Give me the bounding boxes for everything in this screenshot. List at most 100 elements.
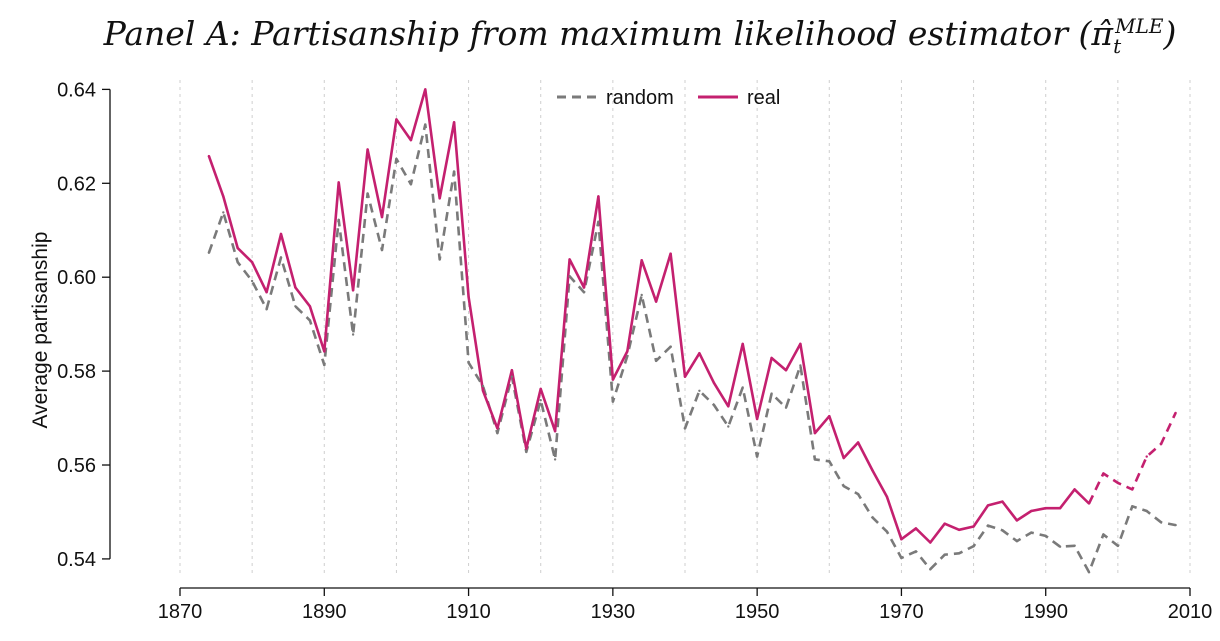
data-point-real: [1073, 488, 1076, 491]
data-point-random: [597, 220, 600, 223]
data-point-real: [770, 356, 773, 360]
data-point-real: [222, 195, 225, 198]
data-point-random: [1087, 570, 1091, 574]
data-point-random: [755, 455, 759, 458]
data-point-real: [698, 352, 701, 355]
data-point-real: [452, 121, 456, 124]
data-point-random: [900, 556, 903, 560]
legend-label-random: random: [606, 87, 674, 109]
data-point-real: [885, 495, 889, 499]
chart-title: Panel A: Partisanship from maximum likel…: [103, 14, 1177, 58]
data-point-random: [308, 319, 312, 322]
data-point-random: [452, 170, 456, 173]
data-point-real: [914, 527, 918, 530]
data-point-random: [236, 261, 239, 264]
data-point-real: [828, 415, 831, 418]
data-point-real: [279, 232, 283, 236]
data-point-real: [640, 259, 643, 262]
data-point-random: [1174, 523, 1177, 527]
data-point-real: [654, 300, 658, 303]
data-point-random: [957, 552, 961, 555]
y-tick-label: 0.64: [57, 79, 96, 101]
data-point-random: [1073, 544, 1076, 547]
data-point-real: [842, 456, 845, 460]
data-point-real: [250, 261, 254, 264]
data-point-random: [438, 258, 441, 261]
y-tick-label: 0.54: [57, 549, 96, 571]
data-point-random: [582, 291, 586, 294]
y-tick-label: 0.56: [57, 455, 96, 477]
data-point-real: [784, 369, 788, 372]
data-point-real: [438, 197, 441, 200]
data-point-random: [207, 251, 211, 254]
data-point-random: [568, 275, 571, 278]
data-point-random: [929, 568, 932, 571]
data-point-random: [1030, 531, 1033, 534]
data-point-random: [712, 403, 716, 407]
data-point-random: [871, 516, 874, 519]
data-point-real: [943, 522, 946, 525]
data-point-real: [900, 538, 903, 541]
data-point-random: [856, 492, 860, 496]
data-point-real: [626, 350, 629, 353]
chart-title-subscript: t: [1113, 34, 1122, 58]
data-point-real: [1131, 488, 1134, 491]
data-point-real: [496, 427, 499, 430]
data-point-random: [409, 183, 413, 186]
data-point-real: [395, 118, 398, 121]
x-tick-label: 1950: [735, 601, 780, 623]
chart-title-close: ): [1163, 14, 1177, 53]
data-point-real: [957, 528, 961, 531]
x-tick-label: 1890: [302, 601, 347, 623]
data-point-real: [539, 387, 542, 391]
data-point-random: [539, 399, 542, 402]
chart-title-symbol: π̂: [1090, 14, 1114, 53]
data-point-real: [380, 215, 384, 219]
data-point-real: [582, 286, 586, 289]
data-point-real: [741, 342, 744, 346]
data-point-random: [1015, 539, 1019, 543]
data-point-random: [1102, 533, 1105, 536]
data-point-real: [308, 305, 312, 308]
data-point-real: [1015, 519, 1019, 522]
data-point-random: [395, 157, 398, 161]
data-point-real: [929, 541, 932, 544]
data-point-random: [784, 406, 788, 409]
y-axis-ticks: 0.54 0.56 0.58 0.60 0.62 0.64: [57, 79, 110, 571]
data-point-real: [597, 195, 600, 198]
data-point-real: [712, 381, 716, 384]
data-point-random: [669, 345, 672, 348]
data-point-random: [323, 363, 326, 367]
vertical-gridlines: [179, 80, 1191, 573]
data-point-real: [871, 469, 874, 472]
data-point-random: [1116, 544, 1120, 547]
data-point-random: [525, 450, 528, 454]
data-point-random: [380, 248, 384, 252]
x-tick-label: 1910: [446, 601, 491, 623]
data-point-real: [1044, 507, 1047, 510]
data-point-random: [727, 425, 730, 428]
data-point-random: [1044, 534, 1047, 538]
x-tick-label: 1970: [879, 601, 924, 623]
data-point-real: [366, 148, 369, 151]
data-point-real: [265, 291, 268, 294]
data-point-real: [669, 252, 672, 255]
data-point-real: [525, 447, 528, 450]
data-point-random: [496, 431, 499, 435]
data-point-real: [1087, 502, 1091, 505]
data-point-random: [914, 550, 918, 553]
data-point-real: [611, 378, 615, 381]
x-tick-label: 1870: [158, 601, 203, 623]
data-point-random: [770, 392, 773, 395]
data-point-random: [986, 524, 990, 527]
data-point-real: [409, 138, 413, 142]
x-tick-label: 2010: [1168, 601, 1213, 623]
data-point-random: [885, 530, 889, 533]
y-axis-label: Average partisanship: [29, 232, 52, 429]
data-point-random: [813, 458, 817, 461]
y-tick-label: 0.62: [57, 173, 96, 195]
data-point-random: [366, 192, 369, 195]
data-point-real: [755, 417, 759, 421]
data-point-random: [467, 361, 470, 364]
